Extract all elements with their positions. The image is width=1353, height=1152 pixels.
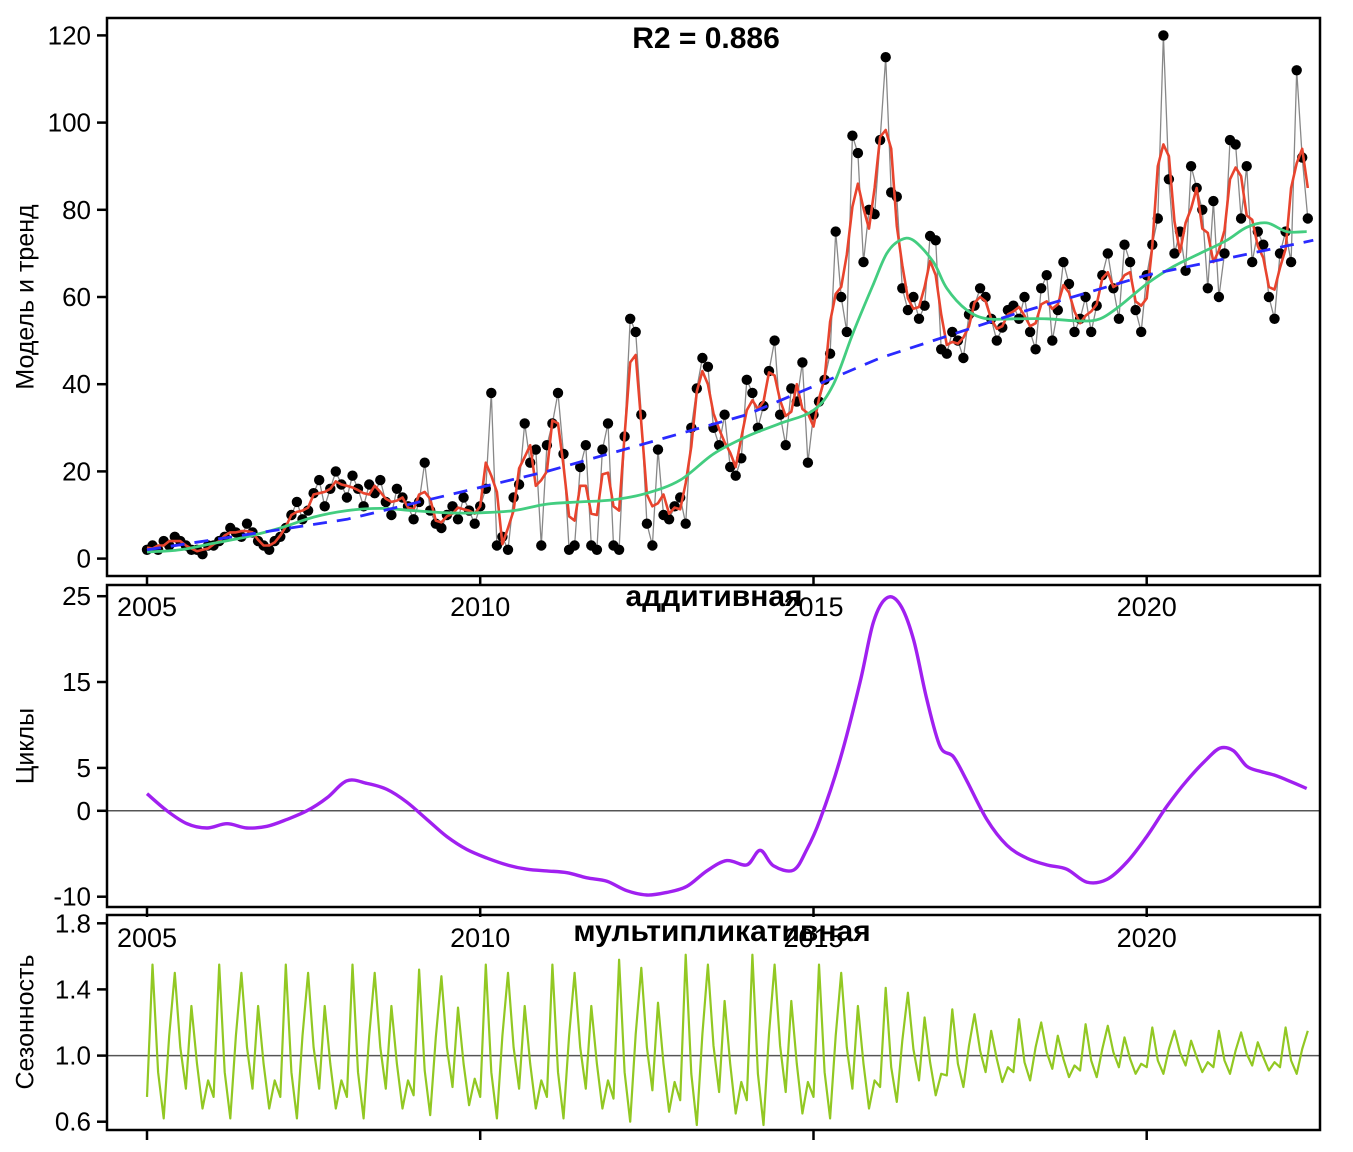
y-tick-label: 20 xyxy=(62,456,91,486)
linear-trend-line xyxy=(146,238,1314,552)
x-tick-label: 2015 xyxy=(783,592,843,622)
y-tick-label: 1.4 xyxy=(55,974,91,1004)
seasonal-line xyxy=(145,953,1309,1127)
y-tick-label: 0 xyxy=(77,796,91,826)
panel-frame xyxy=(105,16,1322,578)
y-tick-label: -10 xyxy=(53,882,91,912)
panel-2: 1.8 1.4 1.0 0.6 xyxy=(55,908,1322,1140)
x-tick-label: 2020 xyxy=(1117,592,1177,622)
x-tick-label: 2010 xyxy=(450,592,510,622)
y-tick-label: 100 xyxy=(48,108,91,138)
middle-panel-title: аддитивная xyxy=(625,580,803,613)
bottom-y-axis-label: Сезонность xyxy=(11,954,40,1090)
panel-0: 0 20 40 60 80 100 120 2005 2010 2015 2020 xyxy=(48,16,1322,622)
x-tick-label: 2020 xyxy=(1117,923,1177,953)
y-tick-label: 15 xyxy=(62,667,91,697)
top-y-axis-label: Модель и тренд xyxy=(11,204,40,390)
x-tick-label: 2005 xyxy=(117,592,177,622)
x-tick-label: 2010 xyxy=(450,923,510,953)
y-tick-label: 0.6 xyxy=(55,1107,91,1137)
panel-frame xyxy=(105,913,1322,1132)
y-tick-label: 25 xyxy=(62,581,91,611)
cycle-line xyxy=(145,595,1308,897)
observed-points xyxy=(141,30,1314,560)
trend-smooth-line xyxy=(146,221,1307,554)
middle-y-axis-label: Циклы xyxy=(11,707,40,785)
y-tick-label: 1.8 xyxy=(55,908,91,938)
y-tick-label: 40 xyxy=(62,369,91,399)
y-tick-label: 60 xyxy=(62,282,91,312)
y-tick-label: 80 xyxy=(62,195,91,225)
x-tick-label: 2015 xyxy=(783,923,843,953)
bottom-panel-title: мультипликативная xyxy=(573,915,871,948)
panel-1: 25 15 5 0 -10 2005 2010 2015 2020 xyxy=(53,581,1322,953)
y-tick-label: 5 xyxy=(77,753,91,783)
y-tick-label: 120 xyxy=(48,20,91,50)
y-tick-label: 0 xyxy=(77,544,91,574)
x-tick-label: 2005 xyxy=(117,923,177,953)
y-tick-label: 1.0 xyxy=(55,1041,91,1071)
panel-frame xyxy=(105,583,1322,909)
r2-annotation: R2 = 0.886 xyxy=(632,22,780,55)
